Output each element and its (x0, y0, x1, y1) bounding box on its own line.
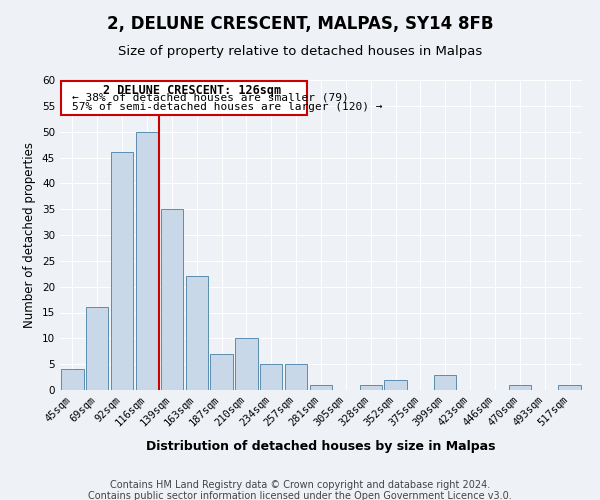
Bar (136, 132, 158, 390)
Text: ← 38% of detached houses are smaller (79): ← 38% of detached houses are smaller (79… (73, 93, 349, 103)
Text: 2, DELUNE CRESCENT, MALPAS, SY14 8FB: 2, DELUNE CRESCENT, MALPAS, SY14 8FB (107, 15, 493, 33)
Bar (260, 364, 283, 390)
Bar (161, 209, 183, 390)
X-axis label: Distribution of detached houses by size in Malpas: Distribution of detached houses by size … (146, 440, 496, 452)
Bar (86, 308, 109, 390)
Bar (61, 370, 83, 390)
Bar (235, 338, 257, 390)
Text: Contains public sector information licensed under the Open Government Licence v3: Contains public sector information licen… (88, 491, 512, 500)
Text: Contains HM Land Registry data © Crown copyright and database right 2024.: Contains HM Land Registry data © Crown c… (110, 480, 490, 490)
Bar (385, 380, 407, 390)
Bar (61, 81, 307, 115)
Bar (211, 354, 233, 390)
Text: Size of property relative to detached houses in Malpas: Size of property relative to detached ho… (118, 45, 482, 58)
Bar (310, 385, 332, 390)
Bar (509, 385, 531, 390)
Text: 57% of semi-detached houses are larger (120) →: 57% of semi-detached houses are larger (… (73, 102, 383, 112)
Bar (111, 152, 133, 390)
Bar (359, 385, 382, 390)
Bar (434, 374, 457, 390)
Bar (559, 385, 581, 390)
Y-axis label: Number of detached properties: Number of detached properties (23, 142, 37, 328)
Text: 2 DELUNE CRESCENT: 126sqm: 2 DELUNE CRESCENT: 126sqm (103, 84, 281, 97)
Bar (285, 364, 307, 390)
Bar (185, 276, 208, 390)
